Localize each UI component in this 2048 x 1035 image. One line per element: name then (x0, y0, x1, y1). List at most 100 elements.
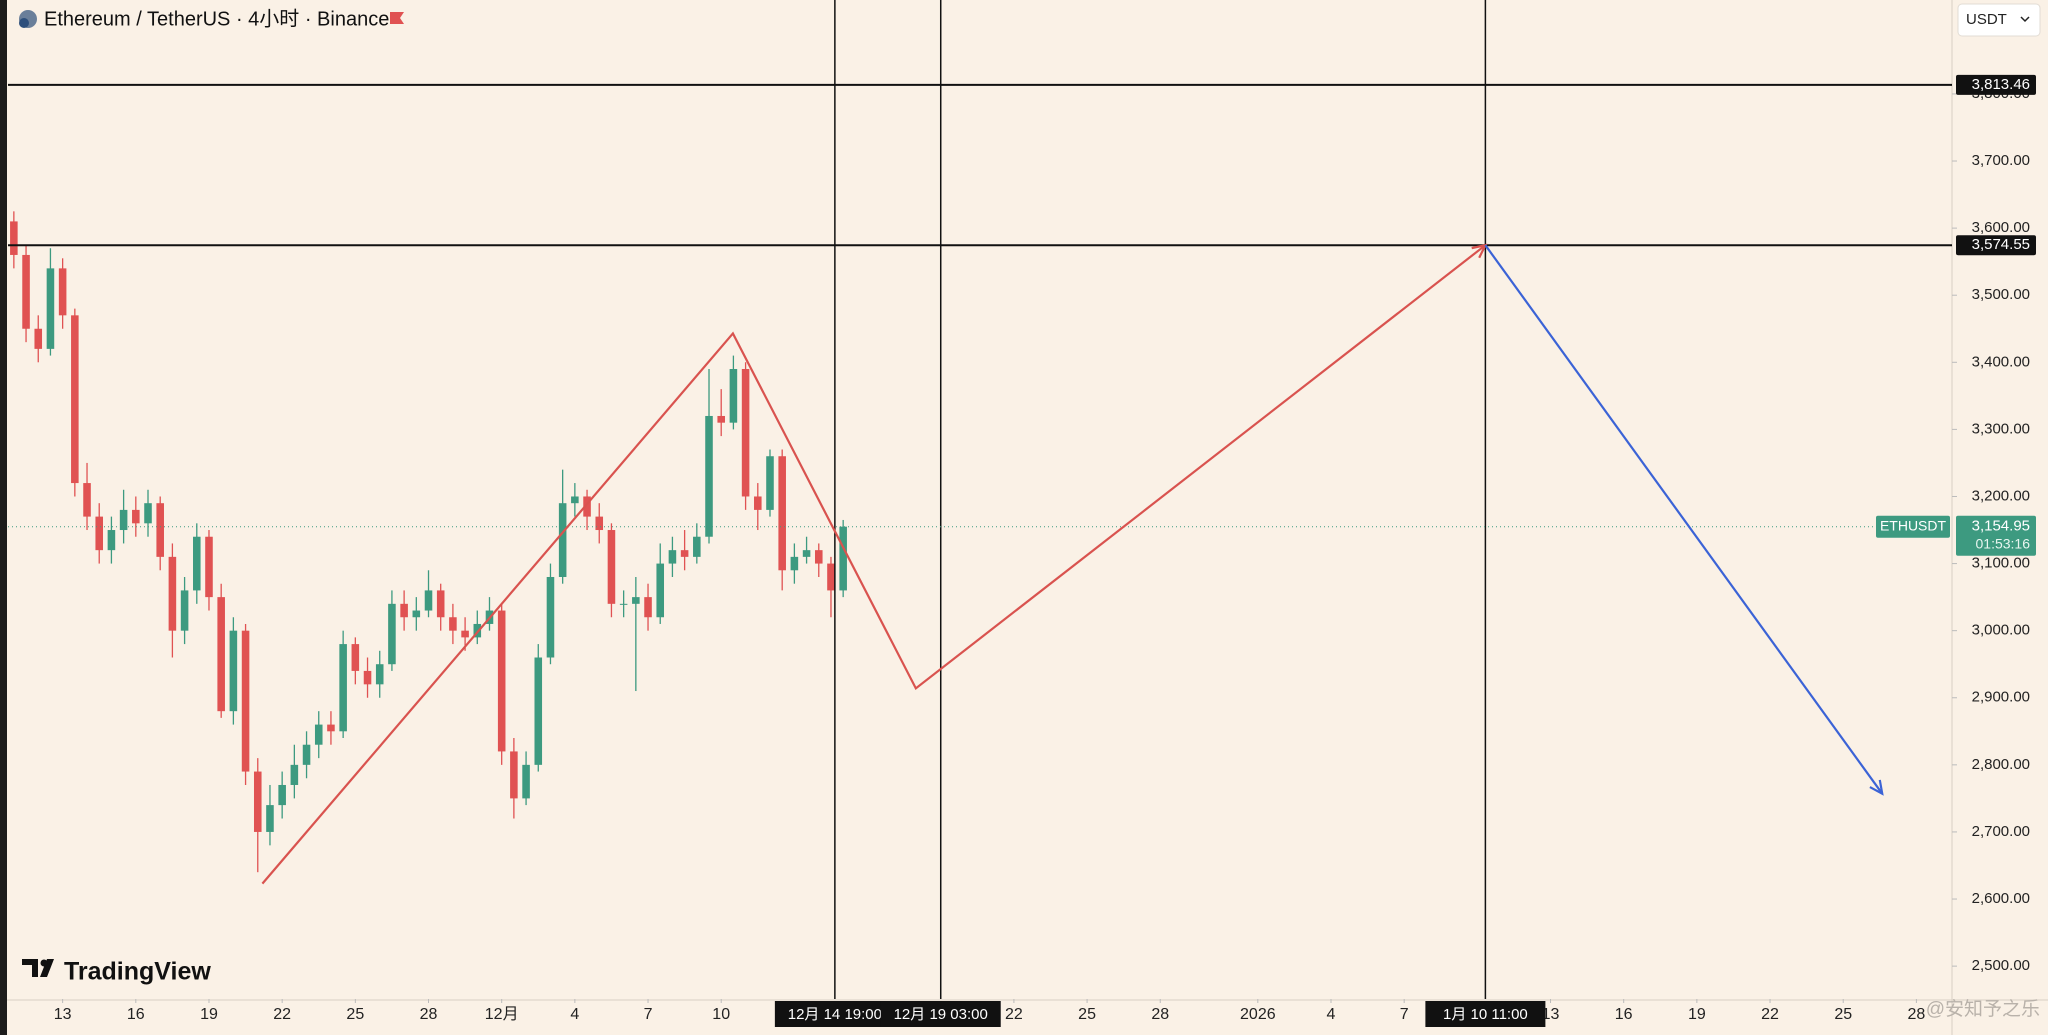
candle-body (839, 526, 847, 591)
candle-body (290, 764, 299, 785)
y-tick-label: 2,900.00 (1972, 689, 2030, 706)
price-tag-label: 3,813.46 (1972, 76, 2030, 93)
x-tick-label: 10 (712, 1006, 730, 1023)
y-tick-label: 3,000.00 (1972, 622, 2030, 639)
x-tick-label: 12月 (485, 1006, 519, 1023)
candle-body (607, 530, 616, 604)
chart-title: Ethereum / TetherUS · 4小时 · Binance (44, 7, 389, 30)
candle-body (205, 536, 213, 598)
trend-drawing (261, 244, 1487, 885)
candle-body (46, 268, 55, 349)
currency-button[interactable] (1957, 3, 2041, 37)
flag-icon (390, 12, 404, 24)
x-tick-label: 13 (1542, 1006, 1560, 1023)
candle-body (754, 496, 762, 510)
x-tick-label: 4 (570, 1006, 579, 1023)
time-tag-label: 12月 19 03:00 (894, 1006, 988, 1023)
x-tick-label: 22 (273, 1006, 291, 1023)
time-tag (880, 1001, 1001, 1027)
candle-body (522, 764, 530, 799)
y-tick-label: 3,200.00 (1972, 487, 2030, 504)
last-price-tag (1956, 515, 2036, 556)
candle-body (595, 516, 604, 531)
x-tick-label: 28 (420, 1006, 438, 1023)
y-tick-label: 3,100.00 (1972, 555, 2030, 572)
x-tick-label: 22 (1761, 1006, 1779, 1023)
price-tag (1956, 235, 2036, 256)
header: Ethereum / TetherUS · 4小时 · Binance (19, 7, 404, 30)
candle-body (778, 456, 786, 571)
candle-body (132, 509, 140, 524)
candle-body (656, 563, 665, 618)
candle-body (693, 536, 701, 557)
candle-body (156, 503, 164, 557)
y-tick-label: 3,400.00 (1972, 353, 2030, 370)
candle-body (278, 784, 286, 806)
candle-body (168, 556, 177, 631)
time-tag-label: 12月 14 19:00 (788, 1006, 882, 1023)
x-tick-label: 7 (1400, 1006, 1409, 1023)
x-tick-label: 16 (1615, 1006, 1633, 1023)
y-tick-label: 3,700.00 (1972, 152, 2030, 169)
candle-body (802, 550, 811, 557)
candle-body (790, 556, 799, 571)
candle-body (729, 369, 738, 423)
candle-body (827, 563, 835, 591)
candle-body (497, 610, 506, 752)
chevron (2020, 16, 2030, 23)
candle-body (71, 315, 79, 484)
candle-body (83, 483, 91, 517)
logo: TradingView (22, 958, 211, 986)
x-tick-label: 19 (200, 1006, 218, 1023)
y-tick-label: 2,500.00 (1972, 957, 2030, 974)
x-tick-label: 22 (1005, 1006, 1023, 1023)
candle-body (253, 771, 262, 832)
candle-body (668, 550, 677, 564)
x-tick-label: 28 (1151, 1006, 1169, 1023)
candle-body (632, 597, 640, 604)
symbol-tag-label: ETHUSDT (1880, 517, 1947, 533)
candle-body (339, 644, 347, 732)
candle-body (314, 724, 323, 745)
x-tick-label: 25 (346, 1006, 364, 1023)
price-tag (1956, 74, 2036, 95)
x-tick-label: 25 (1834, 1006, 1852, 1023)
time-tag (1425, 1001, 1546, 1027)
candle-body (558, 503, 567, 577)
price-tag-label: 3,574.55 (1972, 236, 2030, 253)
candle-body (534, 657, 543, 765)
candle-body (58, 268, 67, 316)
currency-label[interactable]: USDT (1966, 11, 2007, 28)
x-tick-label: 13 (54, 1006, 72, 1023)
candle-body (814, 550, 823, 564)
candle-body (619, 603, 628, 605)
x-tick-label: 16 (127, 1006, 145, 1023)
x-tick-label: 7 (644, 1006, 653, 1023)
candle-body (107, 530, 116, 551)
candle-body (717, 415, 725, 423)
x-tick-label: 28 (1907, 1006, 1925, 1023)
candle-body (266, 805, 274, 832)
left-edge (0, 0, 7, 1035)
candle-body (388, 603, 396, 665)
candle-body (546, 576, 555, 658)
candle-body (400, 603, 408, 618)
y-tick-label: 3,500.00 (1972, 286, 2030, 303)
y-tick-label: 2,700.00 (1972, 823, 2030, 840)
y-tick-label: 2,800.00 (1972, 756, 2030, 773)
logo-dot (40, 959, 48, 967)
x-tick-label: 2026 (1240, 1006, 1276, 1023)
candle-body (22, 254, 30, 329)
currency-selector[interactable]: USDT (1957, 3, 2041, 37)
candle-body (741, 369, 750, 497)
arrow-head (1471, 243, 1488, 259)
candle-body (510, 751, 518, 799)
candle-body (705, 415, 713, 537)
watermark: @安知予之乐 (1926, 998, 2040, 1020)
candle-body (193, 536, 201, 591)
candle-body (680, 550, 689, 557)
y-tick-label: 2,600.00 (1972, 890, 2030, 907)
time-tag-label: 1月 10 11:00 (1443, 1006, 1528, 1023)
candle-body (217, 597, 225, 712)
